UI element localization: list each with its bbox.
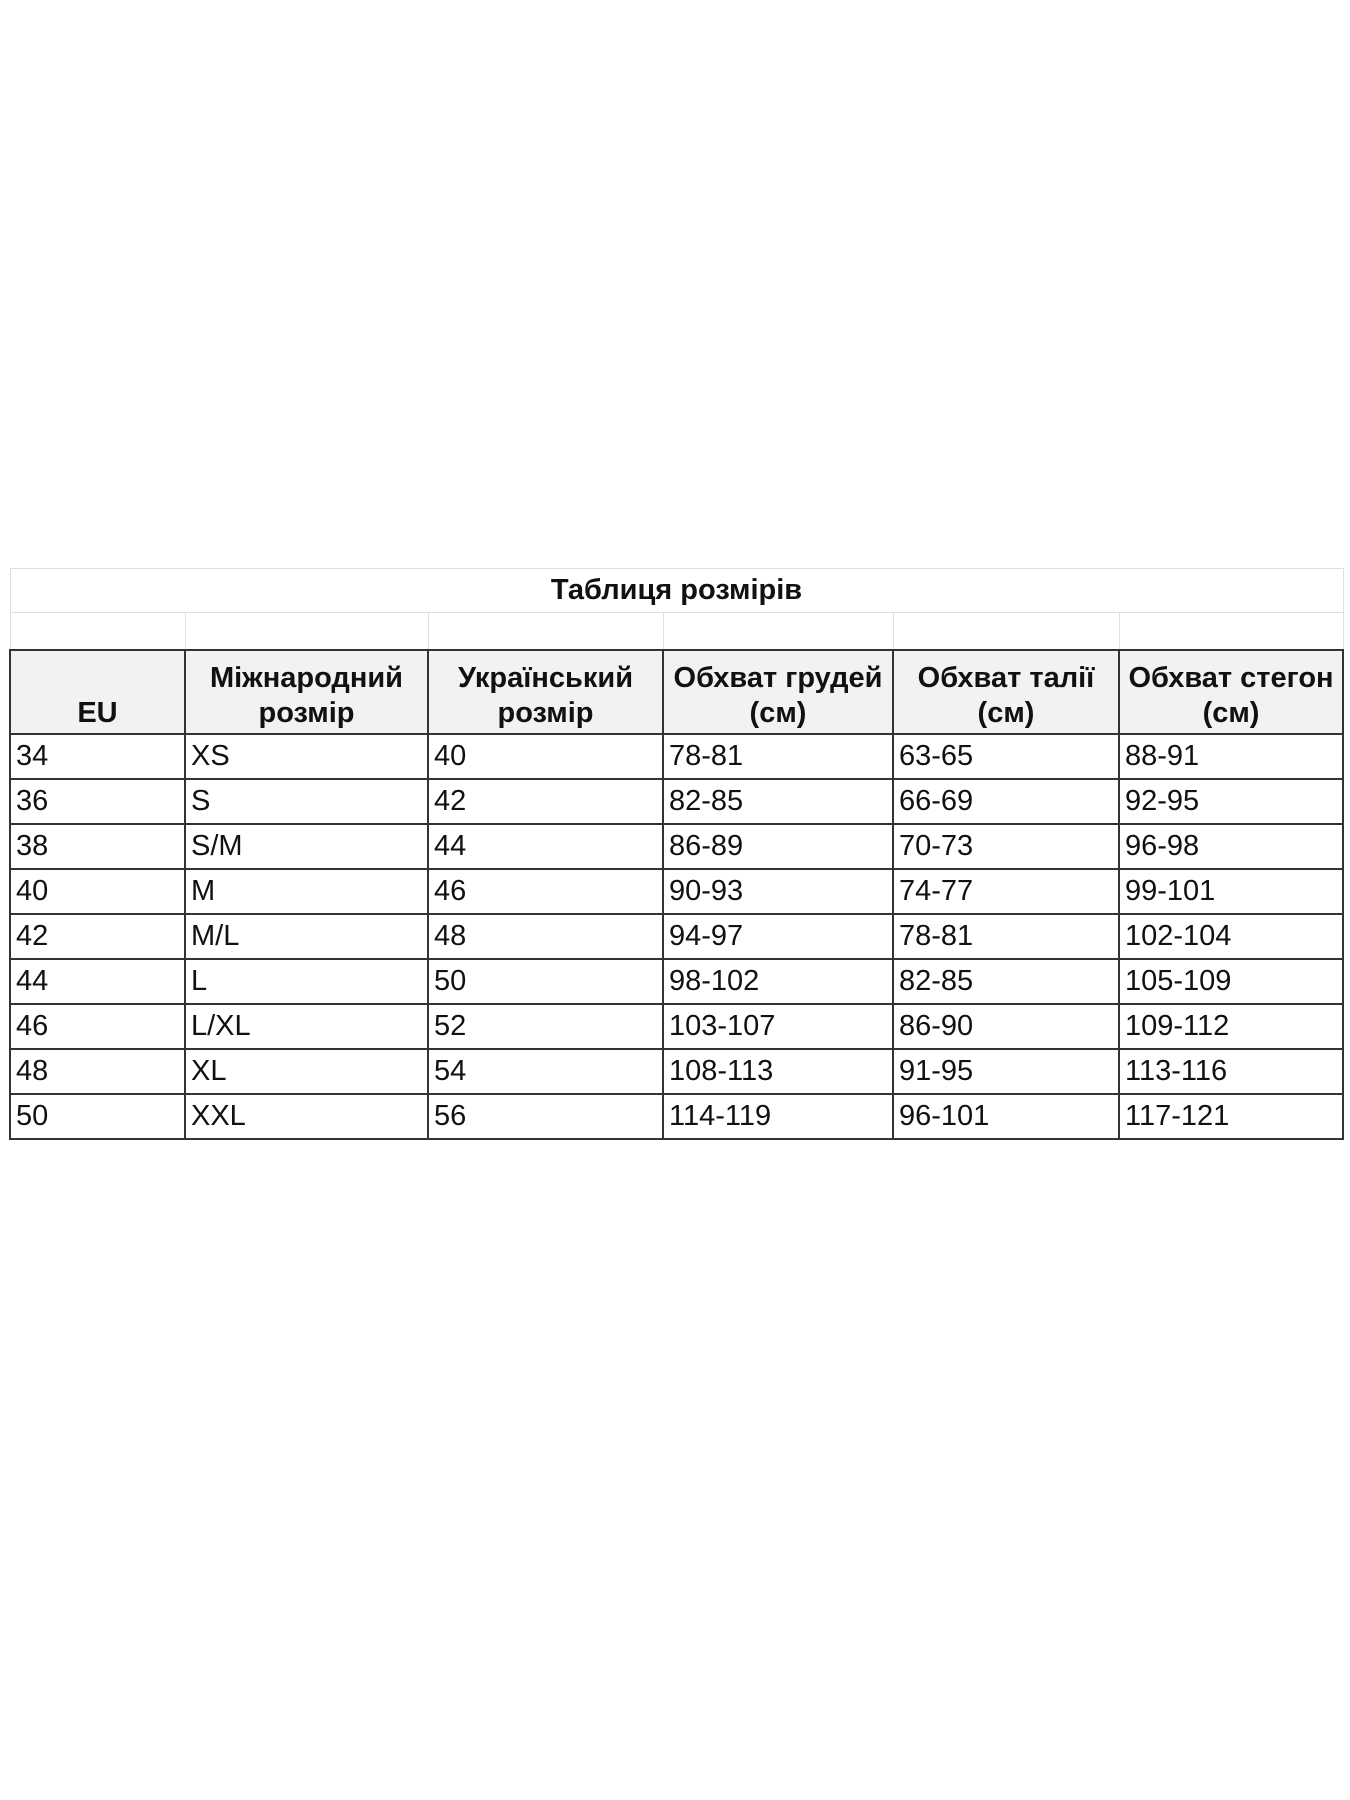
table-cell: 102-104 bbox=[1117, 913, 1345, 960]
table-cell: 50 bbox=[427, 958, 664, 1005]
table-cell: 42 bbox=[9, 913, 186, 960]
column-header: Обхват стегон (см) bbox=[1117, 649, 1345, 735]
column-header: Міжнародний розмір bbox=[184, 649, 429, 735]
table-cell: 91-95 bbox=[892, 1048, 1120, 1095]
table-cell: 78-81 bbox=[662, 733, 894, 780]
table-cell: 52 bbox=[427, 1003, 664, 1050]
table-cell: 109-112 bbox=[1117, 1003, 1345, 1050]
column-header: EU bbox=[9, 649, 186, 735]
header-row: EU Міжнародний розмір Український розмір… bbox=[9, 649, 1345, 735]
table-cell: S bbox=[184, 778, 429, 825]
table-cell: 113-116 bbox=[1117, 1048, 1345, 1095]
column-header: Обхват грудей (см) bbox=[662, 649, 894, 735]
table-row: 34 XS 40 78-81 63-65 88-91 bbox=[9, 733, 1345, 780]
table-cell: 94-97 bbox=[662, 913, 894, 960]
table-cell: 98-102 bbox=[662, 958, 894, 1005]
table-cell: 78-81 bbox=[892, 913, 1120, 960]
table-cell: 96-98 bbox=[1117, 823, 1345, 870]
table-cell: 56 bbox=[427, 1093, 664, 1140]
table-cell: 50 bbox=[9, 1093, 186, 1140]
table-cell: 44 bbox=[427, 823, 664, 870]
table-cell: 40 bbox=[9, 868, 186, 915]
table-cell: 44 bbox=[9, 958, 186, 1005]
table-cell: 46 bbox=[427, 868, 664, 915]
table-row: 50 XXL 56 114-119 96-101 117-121 bbox=[9, 1093, 1345, 1140]
table-row: 38 S/M 44 86-89 70-73 96-98 bbox=[9, 823, 1345, 870]
spacer-row bbox=[9, 612, 1344, 651]
table-cell: XS bbox=[184, 733, 429, 780]
table-cell: M bbox=[184, 868, 429, 915]
table-row: 46 L/XL 52 103-107 86-90 109-112 bbox=[9, 1003, 1345, 1050]
table-title: Таблиця розмірів bbox=[9, 568, 1344, 613]
table-cell: 88-91 bbox=[1117, 733, 1345, 780]
table-cell: 34 bbox=[9, 733, 186, 780]
table-cell: 46 bbox=[9, 1003, 186, 1050]
table-cell: L bbox=[184, 958, 429, 1005]
table-row: 36 S 42 82-85 66-69 92-95 bbox=[9, 778, 1345, 825]
table-cell: 96-101 bbox=[892, 1093, 1120, 1140]
table-cell: XL bbox=[184, 1048, 429, 1095]
table-cell: 48 bbox=[427, 913, 664, 960]
table-cell: 86-90 bbox=[892, 1003, 1120, 1050]
table-row: 44 L 50 98-102 82-85 105-109 bbox=[9, 958, 1345, 1005]
table-cell: 82-85 bbox=[662, 778, 894, 825]
table-cell: 82-85 bbox=[892, 958, 1120, 1005]
table-cell: L/XL bbox=[184, 1003, 429, 1050]
table-cell: 48 bbox=[9, 1048, 186, 1095]
table-cell: 54 bbox=[427, 1048, 664, 1095]
table-cell: 114-119 bbox=[662, 1093, 894, 1140]
table-row: 42 M/L 48 94-97 78-81 102-104 bbox=[9, 913, 1345, 960]
table-cell: 38 bbox=[9, 823, 186, 870]
column-header: Обхват талії (см) bbox=[892, 649, 1120, 735]
table-cell: 99-101 bbox=[1117, 868, 1345, 915]
table-cell: 66-69 bbox=[892, 778, 1120, 825]
table-row: 40 M 46 90-93 74-77 99-101 bbox=[9, 868, 1345, 915]
table-cell: 92-95 bbox=[1117, 778, 1345, 825]
table-cell: 86-89 bbox=[662, 823, 894, 870]
table-cell: 105-109 bbox=[1117, 958, 1345, 1005]
table-cell: 40 bbox=[427, 733, 664, 780]
table-cell: 36 bbox=[9, 778, 186, 825]
table-cell: 117-121 bbox=[1117, 1093, 1345, 1140]
title-row: Таблиця розмірів bbox=[9, 568, 1344, 613]
table-cell: 70-73 bbox=[892, 823, 1120, 870]
table-cell: XXL bbox=[184, 1093, 429, 1140]
table-cell: S/M bbox=[184, 823, 429, 870]
table-cell: 103-107 bbox=[662, 1003, 894, 1050]
size-chart-table: Таблиця розмірів EU Міжнародний розмір У… bbox=[9, 568, 1345, 1140]
table-row: 48 XL 54 108-113 91-95 113-116 bbox=[9, 1048, 1345, 1095]
table-cell: 90-93 bbox=[662, 868, 894, 915]
table-cell: 63-65 bbox=[892, 733, 1120, 780]
table-cell: M/L bbox=[184, 913, 429, 960]
table-cell: 108-113 bbox=[662, 1048, 894, 1095]
column-header: Український розмір bbox=[427, 649, 664, 735]
table-cell: 42 bbox=[427, 778, 664, 825]
table-cell: 74-77 bbox=[892, 868, 1120, 915]
